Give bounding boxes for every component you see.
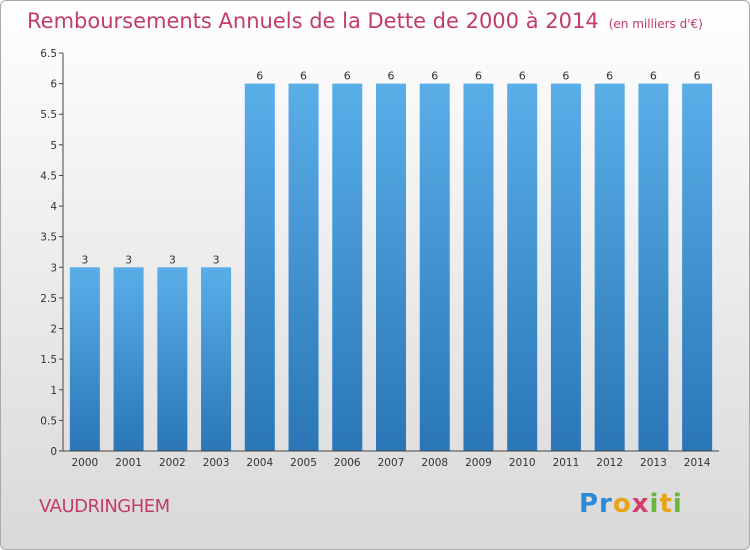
y-tick-label: 1.5 <box>40 354 57 366</box>
proxiti-logo[interactable]: Proxiti <box>579 489 683 519</box>
bar-value-label: 3 <box>169 253 176 266</box>
bar-value-label: 6 <box>694 70 701 83</box>
bar-2008 <box>419 83 450 451</box>
y-tick-label: 3 <box>50 262 57 274</box>
bar-value-label: 3 <box>81 253 88 266</box>
bar-value-label: 6 <box>300 70 307 83</box>
bar-value-label: 6 <box>256 70 263 83</box>
x-tick-label: 2009 <box>465 457 492 469</box>
y-tick-label: 3.5 <box>40 232 57 244</box>
x-tick-label: 2007 <box>378 457 405 469</box>
y-tick-label: 4.5 <box>40 170 57 182</box>
bar-2009 <box>463 83 494 451</box>
bar-value-label: 6 <box>650 70 657 83</box>
chart-unit: (en milliers d'€) <box>608 17 703 31</box>
bar-2007 <box>376 83 406 451</box>
bar-2006 <box>332 83 363 451</box>
y-tick-label: 2 <box>50 324 57 336</box>
chart-title: Remboursements Annuels de la Dette de 20… <box>27 9 703 33</box>
commune-name: VAUDRINGHEM <box>39 496 170 517</box>
x-tick-label: 2006 <box>334 457 361 469</box>
bar-2010 <box>507 83 538 451</box>
bar-2000 <box>69 267 100 451</box>
x-axis: 2000 2001 2002 2003 2004 2005 2006 2007 2008 2009… <box>63 450 719 469</box>
x-tick-label: 2010 <box>509 457 536 469</box>
y-tick-label: 4 <box>50 201 57 213</box>
x-tick-label: 2014 <box>684 457 711 469</box>
bar-2005 <box>288 83 319 451</box>
bar-2011 <box>550 83 581 451</box>
bar-value-label: 6 <box>606 70 613 83</box>
y-axis: 0 0.5 1 1.5 2 2.5 3 3.5 4 4.5 5 5.5 6 6.5 <box>40 48 64 458</box>
y-tick-label: 6 <box>50 79 57 91</box>
x-tick-label: 2004 <box>246 457 273 469</box>
bar-value-label: 6 <box>388 70 395 83</box>
bar-2014 <box>682 83 713 451</box>
y-tick-label: 0.5 <box>40 415 57 427</box>
x-tick-label: 2001 <box>115 457 142 469</box>
y-tick-label: 1 <box>50 385 57 397</box>
bar-2002 <box>157 267 188 451</box>
y-tick-label: 0 <box>50 446 57 458</box>
x-tick-label: 2002 <box>159 457 186 469</box>
chart-title-text: Remboursements Annuels de la Dette de 20… <box>27 9 599 33</box>
x-tick-label: 2008 <box>421 457 448 469</box>
bar-2003 <box>201 267 232 451</box>
bar-2012 <box>594 83 625 451</box>
bar-value-label: 6 <box>562 70 569 83</box>
x-tick-label: 2000 <box>71 457 98 469</box>
bar-value-label: 3 <box>213 253 220 266</box>
x-tick-label: 2003 <box>203 457 230 469</box>
x-tick-label: 2012 <box>596 457 623 469</box>
y-tick-label: 6.5 <box>40 48 57 60</box>
bar-value-label: 3 <box>125 253 132 266</box>
bar-2001 <box>113 267 144 451</box>
y-tick-label: 5.5 <box>40 109 57 121</box>
bar-value-label: 6 <box>475 70 482 83</box>
x-tick-label: 2005 <box>290 457 317 469</box>
x-tick-label: 2011 <box>553 457 580 469</box>
bar-2013 <box>638 83 669 451</box>
bar-value-label: 6 <box>519 70 526 83</box>
bar-value-label: 6 <box>431 70 438 83</box>
bar-2004 <box>244 83 275 451</box>
y-tick-label: 5 <box>50 140 57 152</box>
y-tick-label: 2.5 <box>40 293 57 305</box>
bar-value-label: 6 <box>344 70 351 83</box>
x-tick-label: 2013 <box>640 457 667 469</box>
bar-series: 3 3 3 3 6 6 6 6 6 6 6 6 6 6 6 <box>69 70 713 451</box>
